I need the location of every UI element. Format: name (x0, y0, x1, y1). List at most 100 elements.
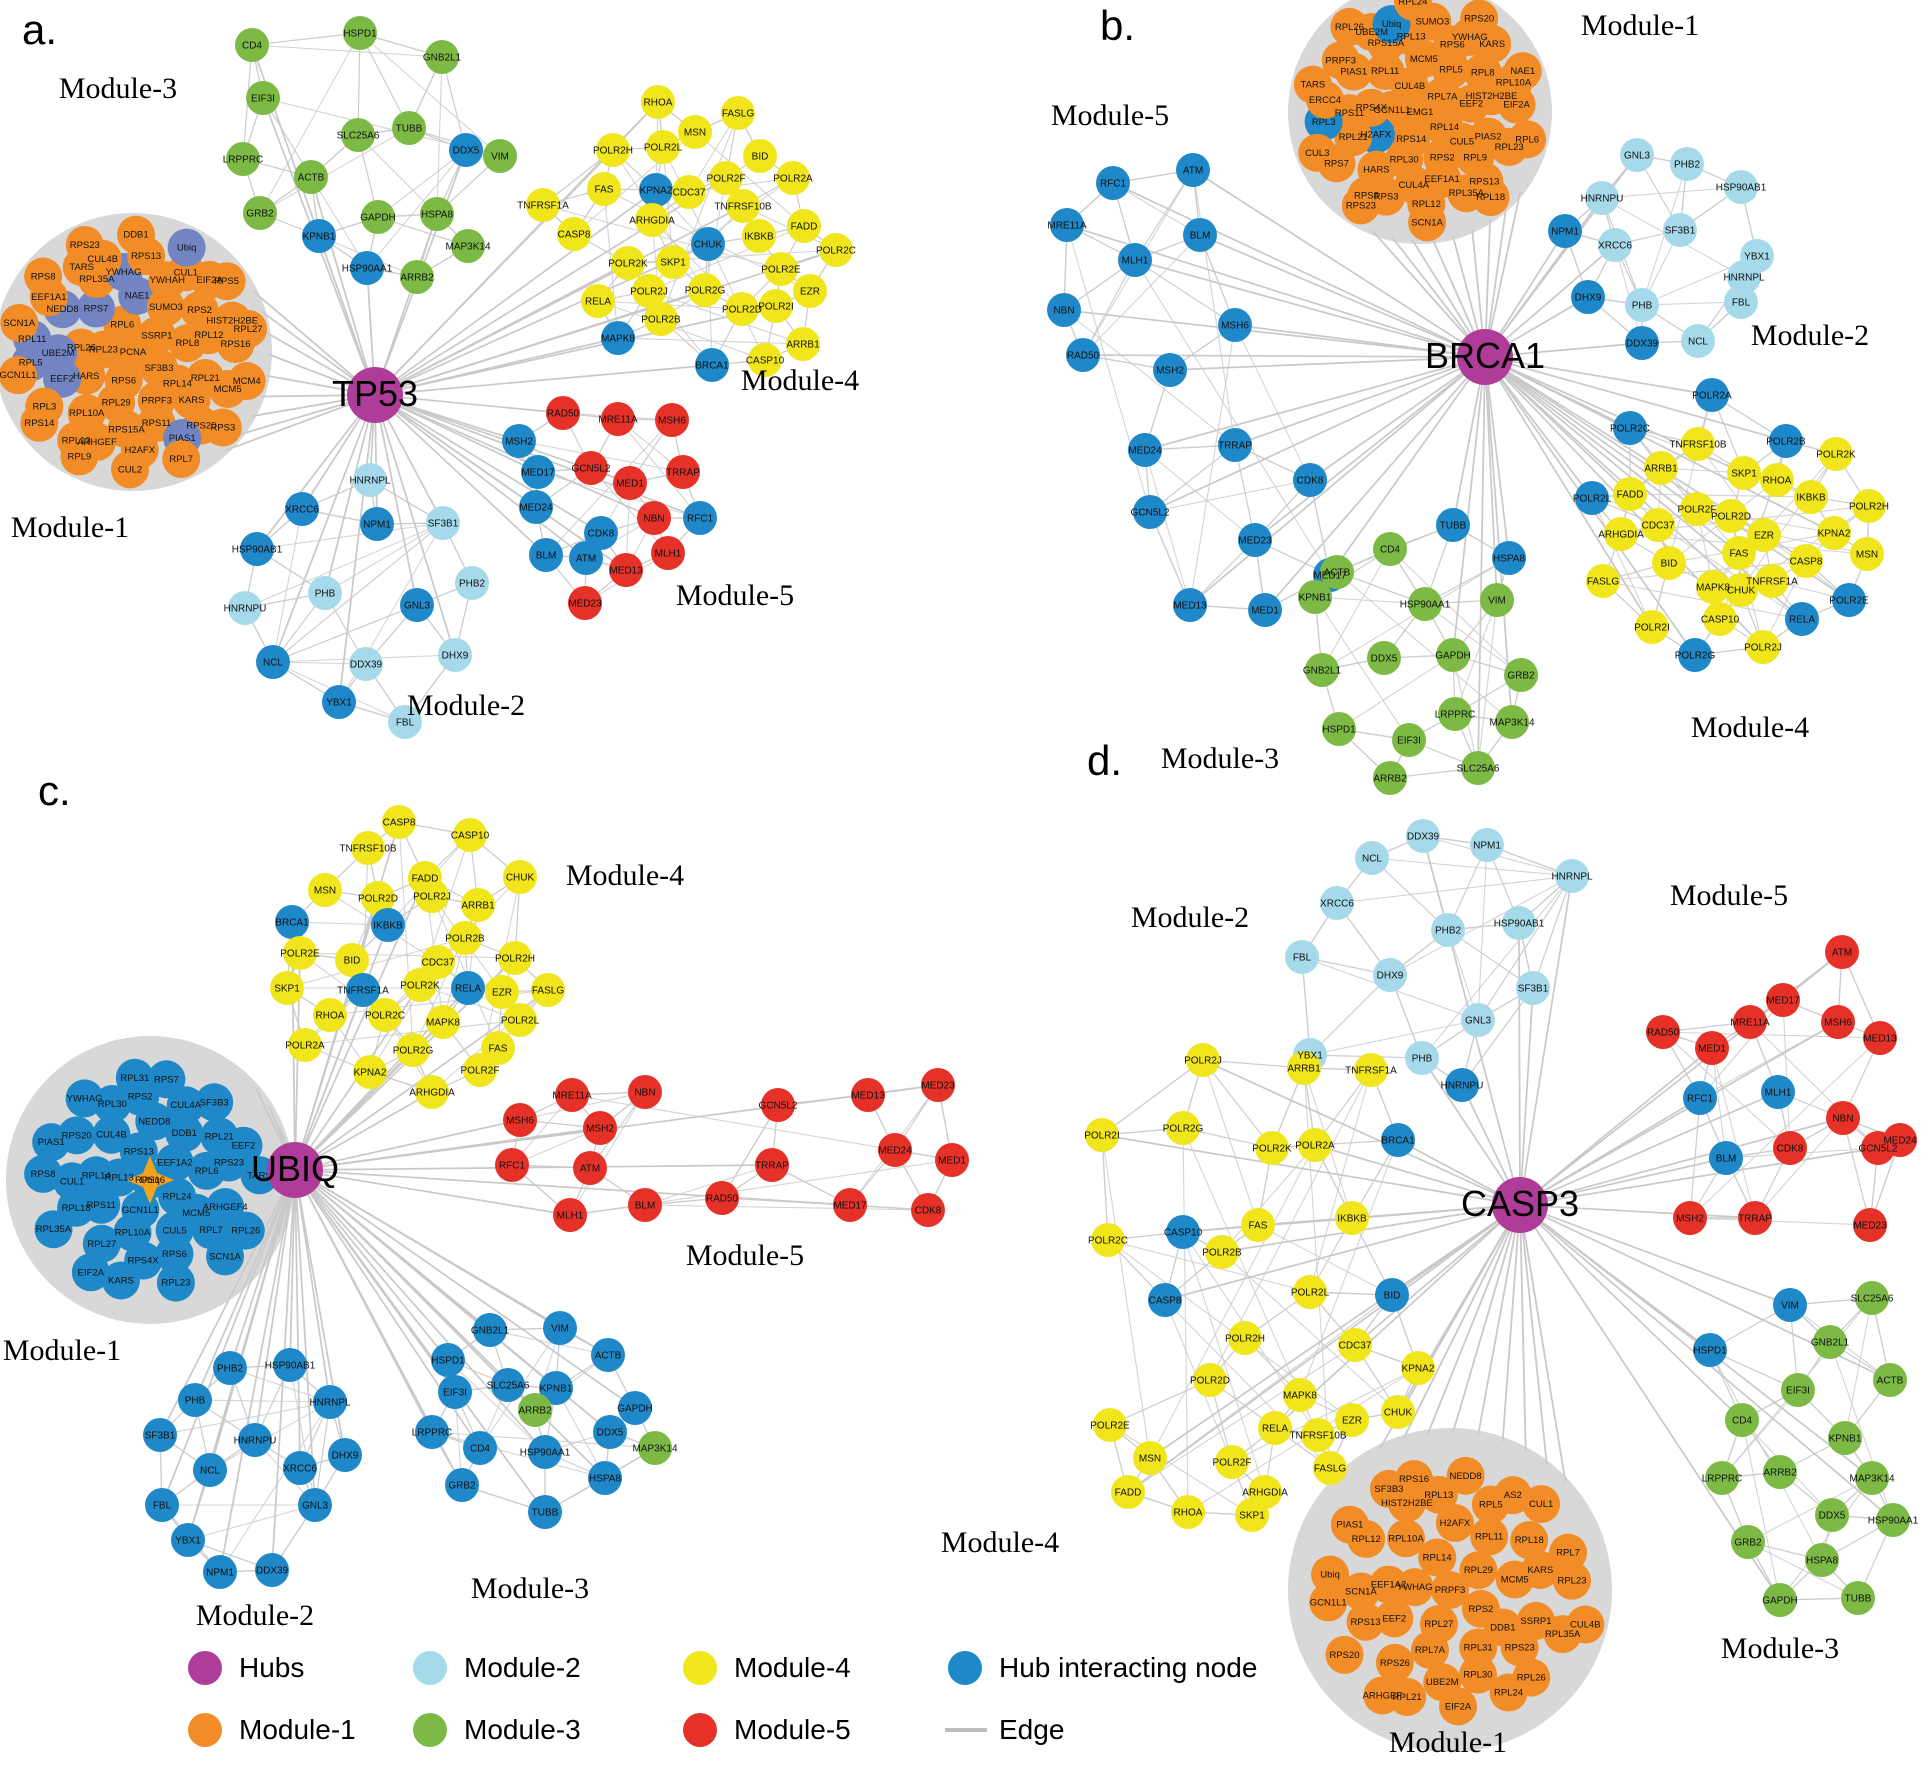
gene-label: RPL21 (1339, 132, 1368, 143)
gene-label: RPS2 (128, 1092, 153, 1103)
gene-label: POLR2J (413, 892, 451, 903)
gene-label: MED23 (1853, 1221, 1887, 1232)
gene-node (1746, 630, 1780, 664)
gene-node (1681, 324, 1715, 358)
gene-label: TRRAP (1738, 1214, 1772, 1225)
gene-label: SKP1 (1239, 1511, 1265, 1522)
ubiq-star (126, 1156, 174, 1204)
gene-label: POLR2B (641, 315, 681, 326)
gene-label: POLR2L (1573, 494, 1612, 505)
gene-node (1325, 1635, 1364, 1674)
gene-label: TNFRSF1A (337, 986, 389, 997)
gene-label: MED24 (878, 1146, 912, 1157)
edge (1144, 449, 1256, 541)
edge (304, 1019, 521, 1046)
edge (1532, 875, 1573, 989)
gene-node (1381, 1123, 1415, 1157)
gene-label: GAPDH (1762, 1596, 1798, 1607)
gene-node (1755, 564, 1789, 598)
gene-label: ACTB (298, 173, 325, 184)
hub-edge (256, 394, 376, 550)
gene-label: RPL30 (1463, 1670, 1492, 1681)
gene-label: RPL26 (231, 1226, 260, 1237)
gene-label: FASLG (532, 986, 564, 997)
gene-node (1853, 1208, 1887, 1242)
gene-node (1828, 1421, 1862, 1455)
gene-node (115, 1058, 154, 1097)
gene-node (1805, 1543, 1839, 1577)
gene-label: RPL27 (234, 324, 263, 335)
gene-node (1785, 602, 1819, 636)
gene-node (1761, 1075, 1795, 1109)
gene-label: RPL14 (1423, 1552, 1452, 1563)
gene-label: GCN5L2 (1131, 508, 1170, 519)
gene-node (1176, 153, 1210, 187)
gene-label: POLR2B (1202, 1248, 1242, 1259)
gene-label: DDB1 (172, 1128, 197, 1139)
gene-node (1461, 751, 1495, 785)
gene-label: EIF2A (1503, 100, 1530, 111)
gene-label: ARRB1 (461, 901, 495, 912)
module-label: Module-2 (1751, 319, 1869, 352)
hub-edge (1519, 1047, 1713, 1206)
edge (1221, 1251, 1399, 1413)
hub-edge (1484, 197, 1603, 358)
hub-edge (1221, 1204, 1521, 1253)
gene-node (1381, 1395, 1415, 1429)
gene-node (1298, 580, 1332, 614)
gene-node (1703, 602, 1737, 636)
gene-node (1683, 1081, 1717, 1115)
gene-label: ARHGEF (1363, 1690, 1403, 1701)
module-label: Module-4 (741, 364, 859, 397)
gene-label: HSPD1 (431, 1356, 465, 1367)
gene-node (461, 888, 495, 922)
hub-edge (289, 1169, 296, 1366)
gene-label: POLR2K (1816, 450, 1856, 461)
hub-edge (1484, 356, 1713, 396)
gene-label: RPS16 (220, 339, 250, 350)
gene-node (371, 908, 405, 942)
gene-label: POLR2F (707, 174, 746, 185)
gene-label: ARRB1 (1644, 464, 1678, 475)
gene-label: HSPD1 (1693, 1346, 1727, 1357)
gene-node (1727, 456, 1761, 490)
gene-node (1724, 285, 1758, 319)
gene-label: MED23 (921, 1081, 955, 1092)
edge (398, 821, 414, 1051)
gene-label: DDB1 (123, 230, 148, 241)
gene-label: FBL (153, 1501, 172, 1512)
gene-label: MAPK8 (426, 1018, 460, 1029)
gene-node (555, 1078, 589, 1112)
gene-label: RFC1 (499, 1161, 526, 1172)
gene-node (761, 1088, 795, 1122)
gene-label: HSP90AA1 (1400, 600, 1451, 611)
gene-label: RPL6 (1515, 134, 1539, 145)
gene-label: YBX1 (326, 698, 352, 709)
panel-letter: d. (1087, 737, 1122, 784)
hub-edge (374, 394, 547, 556)
gene-node (1508, 120, 1547, 159)
gene-label: IKBKB (744, 232, 774, 243)
gene-label: CHUK (1384, 1408, 1413, 1419)
gene-label: MLH1 (655, 549, 682, 560)
gene-node (1781, 1373, 1815, 1407)
gene-label: POLR2L (644, 143, 683, 154)
gene-label: EEF2 (1459, 99, 1483, 110)
edge (1202, 1059, 1259, 1226)
gene-label: FADD (1617, 490, 1644, 501)
gene-node (1566, 1605, 1605, 1644)
gene-label: PHB2 (1674, 160, 1701, 171)
legend-label: Module-5 (734, 1714, 851, 1745)
gene-label: NCL (1362, 854, 1382, 865)
gene-label: RPS15A (108, 424, 145, 435)
gene-node (1354, 1053, 1388, 1087)
gene-node (270, 971, 304, 1005)
gene-node (1747, 518, 1781, 552)
hub-edge (1452, 356, 1486, 526)
gene-node (1769, 424, 1803, 458)
gene-label: CDK8 (915, 1206, 942, 1217)
gene-node (283, 936, 317, 970)
gene-node (1731, 1525, 1765, 1559)
edge (651, 219, 743, 310)
gene-label: PRPF3 (1325, 55, 1356, 66)
